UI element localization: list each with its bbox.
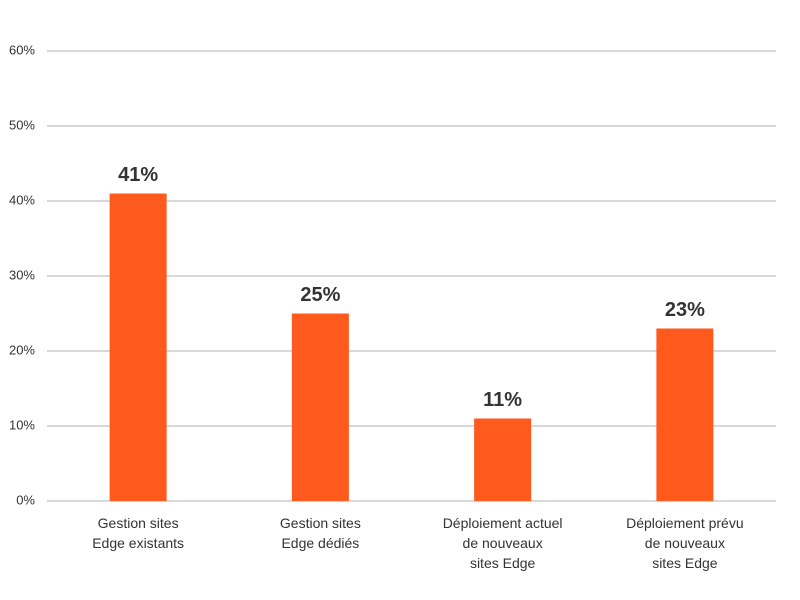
y-tick-label: 40% xyxy=(9,192,35,207)
x-tick-label: Déploiement actuel de nouveaux sites Edg… xyxy=(442,515,563,571)
bar xyxy=(291,313,349,501)
value-label: 41% xyxy=(118,164,158,186)
y-tick-label: 30% xyxy=(9,267,35,282)
value-label: 11% xyxy=(483,389,522,411)
bar xyxy=(656,328,714,501)
value-label: 25% xyxy=(300,284,340,306)
x-tick-label: Gestion sites Edge existants xyxy=(92,515,185,551)
bar xyxy=(109,193,167,501)
x-tick-label: Déploiement prévu de nouveaux sites Edge xyxy=(626,515,744,571)
y-tick-label: 60% xyxy=(9,42,35,57)
y-tick-label: 50% xyxy=(9,117,35,132)
value-label: 23% xyxy=(665,299,705,321)
y-tick-label: 10% xyxy=(9,417,35,432)
bar xyxy=(474,418,532,501)
x-tick-label: Gestion sites Edge dédiés xyxy=(279,515,361,551)
y-tick-label: 20% xyxy=(9,342,35,357)
y-tick-label: 0% xyxy=(16,492,35,507)
